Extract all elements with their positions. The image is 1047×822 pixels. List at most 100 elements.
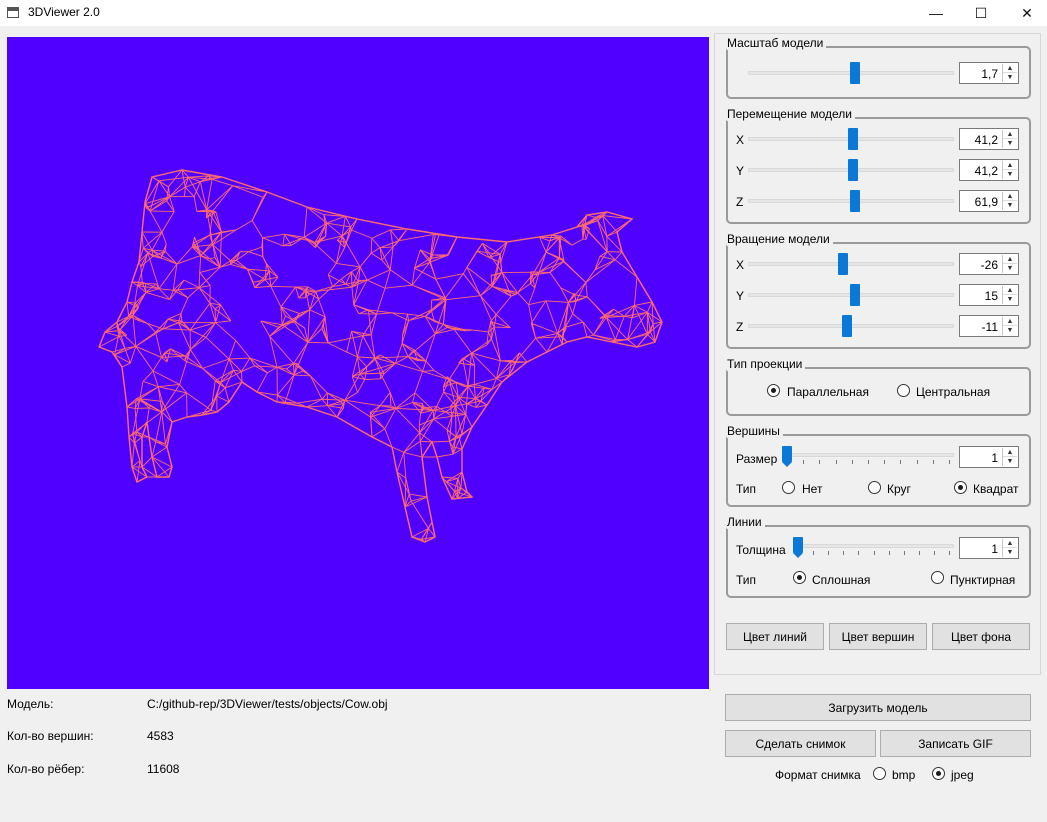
line-type-solid-label[interactable]: Сплошная: [812, 573, 871, 587]
scale-group: Масштаб модели: [726, 36, 1031, 99]
spin-down-icon[interactable]: ▼: [1006, 549, 1014, 556]
line-type-dashed-label[interactable]: Пунктирная: [950, 573, 1016, 587]
minimize-button[interactable]: —: [929, 5, 943, 21]
line-thickness-value: 1: [991, 542, 998, 556]
scale-group-title: Масштаб модели: [727, 36, 827, 50]
vertex-type-none-radio[interactable]: [782, 481, 795, 494]
rotate-x-slider[interactable]: [748, 253, 954, 275]
move-x-slider[interactable]: [748, 128, 954, 150]
load-model-button[interactable]: Загрузить модель: [725, 694, 1031, 721]
vertex-count-label: Кол-во вершин:: [7, 729, 94, 743]
vertices-group: Вершины: [726, 424, 1031, 507]
close-button[interactable]: ✕: [1021, 4, 1033, 21]
move-y-spinbox[interactable]: 41,2 ▲ ▼: [959, 159, 1019, 181]
snapshot-button[interactable]: Сделать снимок: [725, 730, 876, 757]
scale-value: 1,7: [981, 67, 998, 81]
spin-up-icon[interactable]: ▲: [1003, 64, 1017, 73]
spin-up-icon[interactable]: ▲: [1003, 161, 1017, 170]
spin-down-icon[interactable]: ▼: [1006, 171, 1014, 178]
edge-count-value: 11608: [147, 762, 180, 776]
move-y-slider-thumb[interactable]: [847, 159, 858, 181]
move-group: Перемещение модели: [726, 107, 1031, 224]
rotate-x-label: X: [736, 258, 745, 272]
spin-up-icon[interactable]: ▲: [1003, 255, 1017, 264]
model-path: C:/github-rep/3DViewer/tests/objects/Cow…: [147, 697, 388, 711]
rotate-group-title: Вращение модели: [727, 232, 833, 246]
rotate-z-slider[interactable]: [748, 315, 954, 337]
rotate-y-slider[interactable]: [748, 284, 954, 306]
rotate-z-slider-thumb[interactable]: [842, 315, 853, 337]
vertex-count-value: 4583: [147, 729, 174, 743]
move-z-value: 61,9: [974, 195, 998, 209]
rotate-x-slider-thumb[interactable]: [838, 253, 849, 275]
projection-group-title: Тип проекции: [727, 357, 806, 371]
rotate-y-value: 15: [984, 289, 998, 303]
vertex-type-square-radio[interactable]: [954, 481, 967, 494]
vertex-type-circle-radio[interactable]: [868, 481, 881, 494]
model-viewport[interactable]: [7, 37, 709, 689]
line-type-label: Тип: [736, 573, 757, 587]
format-jpeg-label[interactable]: jpeg: [951, 768, 974, 782]
vertex-size-slider-thumb[interactable]: [782, 446, 792, 467]
line-type-dashed-radio[interactable]: [931, 571, 944, 584]
spin-down-icon[interactable]: ▼: [1006, 202, 1014, 209]
vertices-group-title: Вершины: [727, 424, 783, 438]
move-z-spinbox[interactable]: 61,9 ▲ ▼: [959, 190, 1019, 212]
line-color-button[interactable]: Цвет линий: [726, 623, 824, 650]
spin-up-icon[interactable]: ▲: [1003, 130, 1017, 139]
vertex-type-none-label[interactable]: Нет: [802, 482, 823, 496]
move-group-title: Перемещение модели: [727, 107, 855, 121]
vertex-size-spinbox[interactable]: 1 ▲ ▼: [959, 446, 1019, 468]
projection-central-radio[interactable]: [897, 384, 910, 397]
spin-up-icon[interactable]: ▲: [1003, 539, 1017, 548]
spin-up-icon[interactable]: ▲: [1003, 448, 1017, 457]
line-thickness-slider-thumb[interactable]: [793, 537, 803, 558]
format-jpeg-radio[interactable]: [932, 767, 945, 780]
rotate-x-spinbox[interactable]: -26 ▲ ▼: [959, 253, 1019, 275]
rotate-z-spinbox[interactable]: -11 ▲ ▼: [959, 315, 1019, 337]
title-bar: 3DViewer 2.0 — ☐ ✕: [0, 0, 1047, 26]
format-bmp-label[interactable]: bmp: [892, 768, 916, 782]
spin-up-icon[interactable]: ▲: [1003, 286, 1017, 295]
record-gif-button[interactable]: Записать GIF: [880, 730, 1031, 757]
spin-down-icon[interactable]: ▼: [1006, 458, 1014, 465]
move-x-slider-thumb[interactable]: [847, 128, 858, 150]
line-type-solid-radio[interactable]: [793, 571, 806, 584]
move-z-slider[interactable]: [748, 190, 954, 212]
line-thickness-slider[interactable]: [793, 535, 954, 558]
background-color-button[interactable]: Цвет фона: [932, 623, 1030, 650]
projection-parallel-radio[interactable]: [767, 384, 780, 397]
rotate-z-value: -11: [981, 320, 998, 334]
rotate-y-spinbox[interactable]: 15 ▲ ▼: [959, 284, 1019, 306]
format-bmp-radio[interactable]: [873, 767, 886, 780]
move-x-spinbox[interactable]: 41,2 ▲ ▼: [959, 128, 1019, 150]
spin-down-icon[interactable]: ▼: [1006, 265, 1014, 272]
vertex-type-square-label[interactable]: Квадрат: [973, 482, 1019, 496]
scale-slider-thumb[interactable]: [849, 62, 860, 84]
move-y-slider[interactable]: [748, 159, 954, 181]
spin-up-icon[interactable]: ▲: [1003, 317, 1017, 326]
spin-down-icon[interactable]: ▼: [1006, 296, 1014, 303]
spin-down-icon[interactable]: ▼: [1006, 74, 1014, 81]
projection-parallel-label[interactable]: Параллельная: [787, 385, 869, 399]
spin-up-icon[interactable]: ▲: [1003, 192, 1017, 201]
line-thickness-label: Толщина: [736, 543, 786, 557]
scale-slider[interactable]: [748, 62, 954, 84]
projection-central-label[interactable]: Центральная: [916, 385, 991, 399]
scale-spinbox[interactable]: 1,7 ▲ ▼: [959, 62, 1019, 84]
vertex-size-label: Размер: [736, 452, 778, 466]
spin-down-icon[interactable]: ▼: [1006, 140, 1014, 147]
rotate-y-slider-thumb[interactable]: [849, 284, 860, 306]
vertex-size-slider[interactable]: [782, 444, 954, 467]
spin-down-icon[interactable]: ▼: [1006, 327, 1014, 334]
rotate-z-label: Z: [736, 320, 744, 334]
vertex-color-button[interactable]: Цвет вершин: [829, 623, 927, 650]
maximize-button[interactable]: ☐: [974, 4, 988, 21]
snapshot-format-label: Формат снимка: [775, 768, 861, 782]
move-z-slider-thumb[interactable]: [849, 190, 860, 212]
move-x-label: X: [736, 133, 745, 147]
model-label: Модель:: [7, 697, 54, 711]
vertex-type-circle-label[interactable]: Круг: [887, 482, 911, 496]
projection-group: Тип проекции: [726, 357, 1031, 416]
line-thickness-spinbox[interactable]: 1 ▲ ▼: [959, 537, 1019, 559]
